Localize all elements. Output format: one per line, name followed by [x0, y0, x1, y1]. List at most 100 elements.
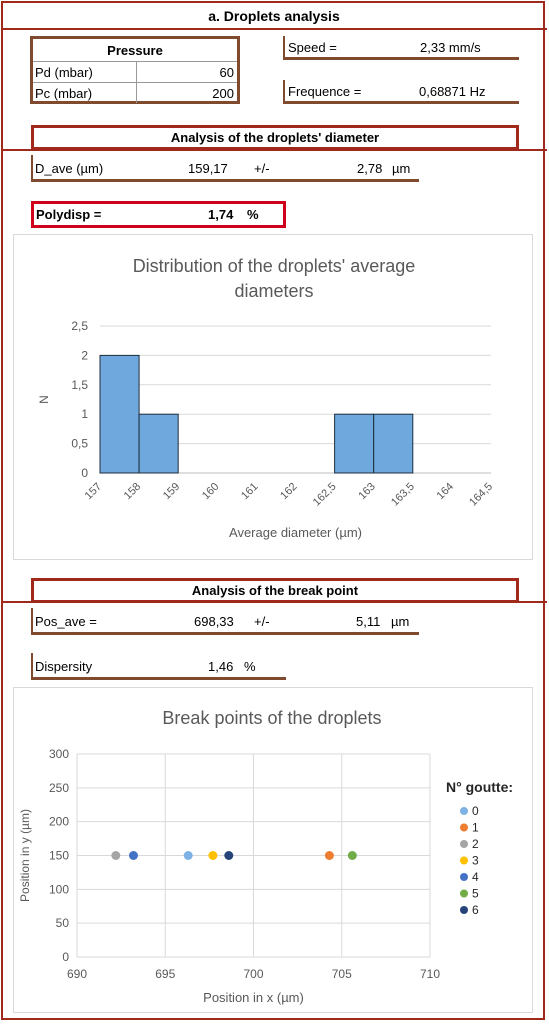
histogram-chart: Distribution of the droplets' average dia… [37, 256, 495, 540]
pc-label: Pc (mbar) [33, 83, 137, 103]
y-tick-label: 250 [49, 781, 69, 795]
d-ave-unit: µm [392, 161, 411, 176]
page-title: a. Droplets analysis [208, 8, 340, 24]
y-axis-label: Position in y (µm) [18, 809, 32, 902]
data-point [347, 851, 357, 860]
speed-value: 2,33 mm/s [420, 40, 481, 55]
chart-title: Distribution of the droplets' average [133, 256, 416, 276]
field-underline [31, 632, 419, 635]
field-border [283, 80, 285, 104]
y-tick-label: 2 [81, 348, 88, 362]
pd-value: 60 [219, 64, 234, 80]
x-tick-label: 163,5 [389, 481, 417, 509]
pos-ave-value: 698,33 [194, 614, 234, 629]
x-tick-label: 710 [420, 967, 440, 981]
histogram-chart-area: Distribution of the droplets' average dia… [13, 234, 533, 560]
polydisp-unit: % [247, 207, 259, 222]
x-tick-label: 700 [243, 967, 263, 981]
pos-ave-pm: +/- [254, 614, 270, 629]
histogram-bar [138, 413, 179, 474]
x-tick-label: 695 [155, 967, 175, 981]
y-axis-label: N [37, 395, 51, 404]
field-underline [31, 677, 286, 680]
pc-value: 200 [212, 85, 234, 101]
pos-ave-error: 5,11 [356, 614, 381, 629]
legend-label: 5 [472, 887, 479, 901]
legend-marker [460, 807, 468, 815]
d-ave-pm: +/- [254, 161, 270, 176]
dispersity-label: Dispersity [35, 659, 93, 674]
pressure-title: Pressure [33, 39, 237, 62]
x-axis-label: Average diameter (µm) [229, 525, 362, 540]
divider [1, 28, 547, 30]
x-tick-label: 164 [435, 481, 456, 502]
d-ave-value: 159,17 [188, 161, 228, 176]
legend-label: 6 [472, 903, 479, 917]
y-tick-label: 2,5 [71, 319, 88, 333]
legend-label: 0 [472, 804, 479, 818]
field-border [31, 155, 33, 182]
y-tick-label: 0 [81, 466, 88, 480]
table-row: Pd (mbar) 60 [33, 62, 237, 83]
data-point [128, 851, 138, 860]
legend-marker [460, 823, 468, 832]
histogram-bar [334, 413, 375, 474]
data-point [183, 851, 193, 860]
field-underline [31, 179, 419, 182]
y-tick-label: 0,5 [71, 437, 88, 451]
y-tick-label: 50 [56, 916, 70, 930]
polydisp-value: 1,74 [208, 207, 234, 222]
diameter-section-title: Analysis of the droplets' diameter [31, 125, 519, 150]
legend-label: 1 [472, 821, 479, 835]
pd-label: Pd (mbar) [33, 62, 137, 82]
chart-title: Break points of the droplets [162, 708, 381, 728]
divider [1, 149, 547, 151]
field-underline [283, 57, 519, 60]
legend-marker [460, 906, 468, 914]
x-tick-label: 162 [278, 481, 299, 502]
x-tick-label: 157 [83, 481, 104, 502]
legend-label: 2 [472, 837, 479, 851]
legend-marker [460, 873, 468, 881]
dispersity-unit: % [244, 659, 256, 674]
y-tick-label: 300 [49, 747, 69, 761]
scatter-chart-area: Break points of the droplets 0 50 100 150 200… [13, 687, 533, 1013]
legend-marker [460, 856, 468, 865]
y-tick-label: 1 [81, 407, 88, 421]
d-ave-error: 2,78 [357, 161, 383, 176]
chart-title: diameters [234, 281, 313, 301]
x-tick-label: 160 [200, 481, 221, 502]
x-tick-label: 163 [356, 481, 377, 502]
d-ave-label: D_ave (µm) [35, 161, 104, 176]
y-tick-label: 200 [49, 815, 69, 829]
legend-label: 3 [472, 854, 479, 868]
legend-title: N° goutte: [446, 779, 513, 795]
field-border [283, 36, 285, 60]
x-tick-label: 690 [67, 967, 87, 981]
data-point [208, 851, 218, 860]
x-tick-label: 164,5 [467, 481, 495, 509]
data-point [224, 851, 234, 860]
data-point [111, 851, 121, 860]
histogram-bar [99, 354, 140, 474]
field-border [31, 653, 33, 680]
legend-label: 4 [472, 870, 479, 884]
polydisp-box: Polydisp = 1,74 % [31, 201, 286, 228]
pos-ave-unit: µm [391, 614, 410, 629]
pressure-table: Pressure Pd (mbar) 60 Pc (mbar) 200 [30, 36, 240, 104]
y-tick-label: 100 [49, 882, 69, 896]
x-axis-label: Position in x (µm) [203, 990, 304, 1005]
y-tick-label: 150 [49, 849, 69, 863]
x-tick-label: 162,5 [311, 481, 339, 509]
frequence-value: 0,68871 Hz [419, 84, 486, 99]
table-row: Pc (mbar) 200 [33, 83, 237, 103]
frequence-label: Frequence = [288, 84, 362, 99]
histogram-bar [373, 413, 414, 474]
dispersity-value: 1,46 [208, 659, 234, 674]
legend-marker [460, 889, 468, 898]
polydisp-label: Polydisp = [36, 207, 102, 222]
speed-label: Speed = [288, 40, 337, 55]
field-border [31, 608, 33, 635]
x-tick-label: 159 [161, 481, 182, 502]
